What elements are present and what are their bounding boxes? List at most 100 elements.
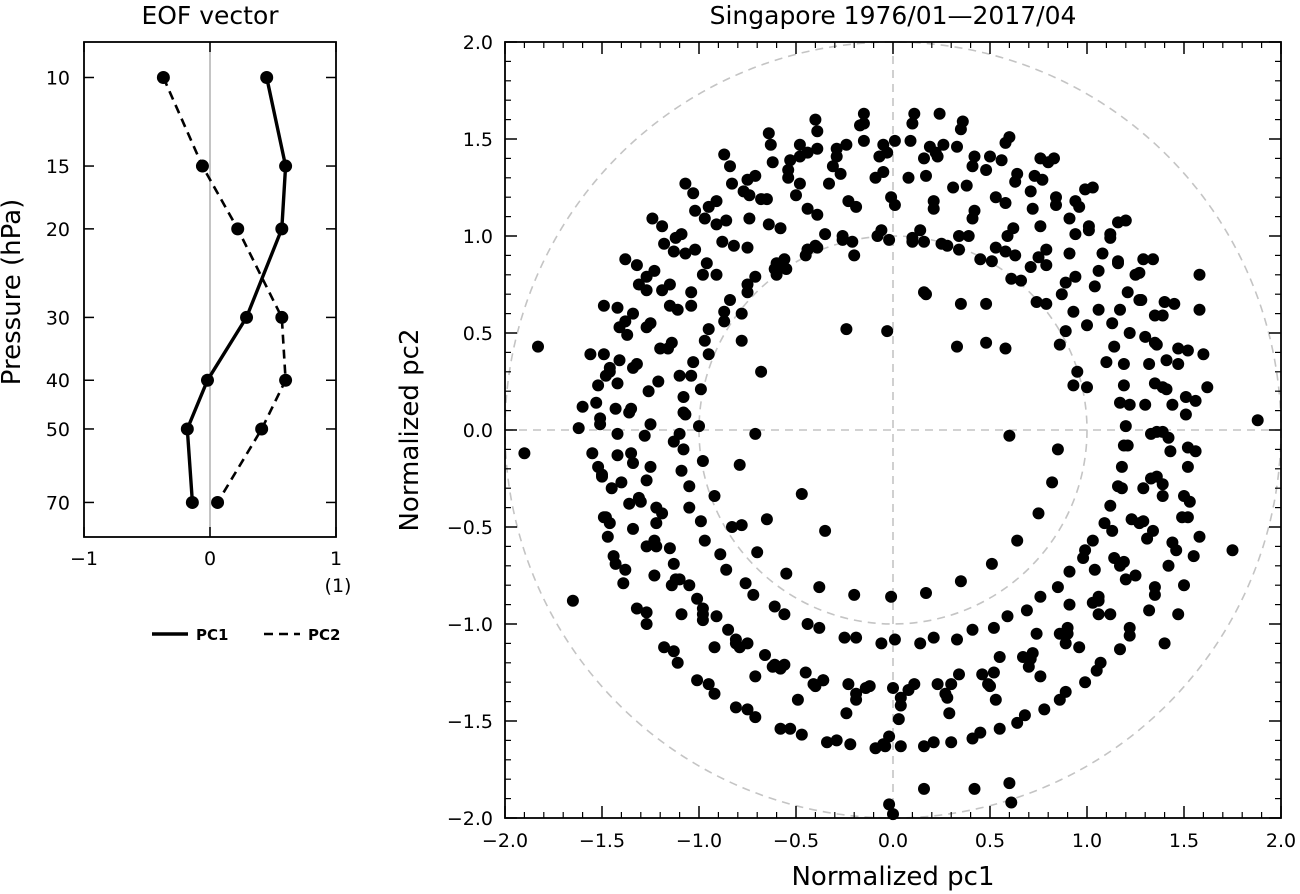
scatter-point — [989, 693, 1002, 706]
scatter-point — [945, 736, 958, 749]
eof-panel: EOF vector Pressure (hPa) (1) −1 0 1 10 15 20… — [0, 1, 351, 644]
scatter-point — [675, 608, 688, 621]
scatter-point — [658, 237, 671, 250]
scatter-point — [694, 383, 707, 396]
scatter-point — [1139, 330, 1152, 343]
scatter-point — [644, 460, 657, 473]
scatter-point — [846, 235, 859, 248]
scatter-point — [675, 464, 688, 477]
scatter-point — [902, 171, 915, 184]
scatter-point — [943, 707, 956, 720]
scatter-point — [883, 798, 896, 811]
scatter-point — [619, 253, 632, 266]
scatter-point — [597, 511, 610, 524]
scatter-point — [1020, 604, 1033, 617]
scatter-point — [597, 299, 610, 312]
scatter-point — [1051, 581, 1064, 594]
scatter-point — [962, 230, 975, 242]
scatter-point — [592, 379, 605, 392]
eof-pc1-point — [240, 310, 254, 324]
scatter-y-tick-label: 2.0 — [463, 32, 493, 54]
scatter-point — [1011, 716, 1024, 729]
scatter-point — [947, 181, 960, 194]
scatter-point — [1181, 460, 1194, 473]
scatter-point — [1172, 342, 1185, 355]
scatter-point — [1003, 131, 1016, 144]
scatter-point — [656, 220, 669, 233]
scatter-point — [885, 590, 898, 603]
scatter-point — [617, 577, 630, 590]
scatter-point — [603, 361, 616, 374]
scatter-point — [751, 546, 764, 559]
scatter-point — [716, 235, 729, 248]
scatter-point — [1069, 195, 1082, 208]
scatter-point — [1123, 398, 1136, 411]
eof-pc1-point — [279, 159, 293, 173]
scatter-point — [1005, 272, 1018, 285]
scatter-point — [640, 606, 653, 619]
scatter-point — [966, 623, 979, 636]
scatter-point — [615, 476, 628, 489]
scatter-x-tick-label: −1.0 — [676, 830, 722, 852]
scatter-point — [1092, 264, 1105, 277]
scatter-point — [698, 534, 711, 547]
scatter-point — [980, 297, 993, 310]
scatter-point — [648, 569, 661, 582]
scatter-points — [518, 107, 1264, 821]
scatter-point — [1179, 391, 1192, 403]
scatter-point — [1117, 379, 1130, 392]
scatter-point — [1137, 515, 1150, 528]
scatter-point — [737, 185, 750, 198]
scatter-point — [914, 224, 927, 237]
eof-pc2-point — [195, 159, 209, 173]
scatter-point — [766, 156, 779, 169]
scatter-point — [774, 722, 787, 735]
scatter-point — [741, 703, 754, 716]
scatter-point — [691, 592, 704, 605]
scatter-point — [888, 134, 901, 147]
scatter-point — [1073, 641, 1086, 654]
scatter-point — [985, 557, 998, 570]
eof-title: EOF vector — [141, 1, 279, 30]
eof-x-tick-label: 0 — [204, 548, 216, 570]
scatter-point — [1011, 534, 1024, 547]
scatter-point — [1032, 507, 1045, 520]
scatter-point — [642, 385, 655, 398]
scatter-point — [1063, 565, 1076, 578]
scatter-point — [735, 519, 748, 532]
scatter-point — [954, 575, 967, 588]
eof-pc2-line — [162, 76, 287, 504]
scatter-point — [951, 340, 963, 353]
scatter-point — [665, 579, 678, 592]
scatter-point — [630, 259, 643, 272]
scatter-point — [708, 641, 721, 654]
scatter-point — [667, 245, 680, 258]
eof-series — [156, 70, 293, 509]
scatter-point — [784, 722, 797, 735]
scatter-point — [586, 447, 599, 460]
scatter-point — [644, 418, 657, 431]
scatter-point — [1119, 420, 1132, 433]
scatter-point — [658, 641, 671, 654]
scatter-point — [685, 286, 698, 299]
scatter-point — [710, 195, 723, 208]
scatter-point — [1030, 627, 1043, 640]
scatter-point — [611, 427, 624, 440]
scatter-point — [906, 231, 919, 244]
scatter-point — [937, 138, 950, 151]
scatter-point — [1158, 296, 1171, 308]
scatter-point — [840, 707, 853, 720]
legend-pc1-label: PC1 — [196, 626, 228, 644]
scatter-point — [857, 134, 870, 147]
scatter-point — [1166, 398, 1179, 411]
scatter-point — [782, 164, 795, 176]
scatter-point — [1034, 220, 1047, 233]
scatter-point — [877, 138, 890, 151]
scatter-point — [840, 138, 853, 151]
scatter-point — [768, 263, 781, 275]
scatter-point — [747, 588, 760, 601]
scatter-point — [1009, 249, 1022, 262]
scatter-point — [993, 651, 1006, 663]
scatter-point — [974, 253, 987, 266]
scatter-point — [813, 581, 826, 594]
